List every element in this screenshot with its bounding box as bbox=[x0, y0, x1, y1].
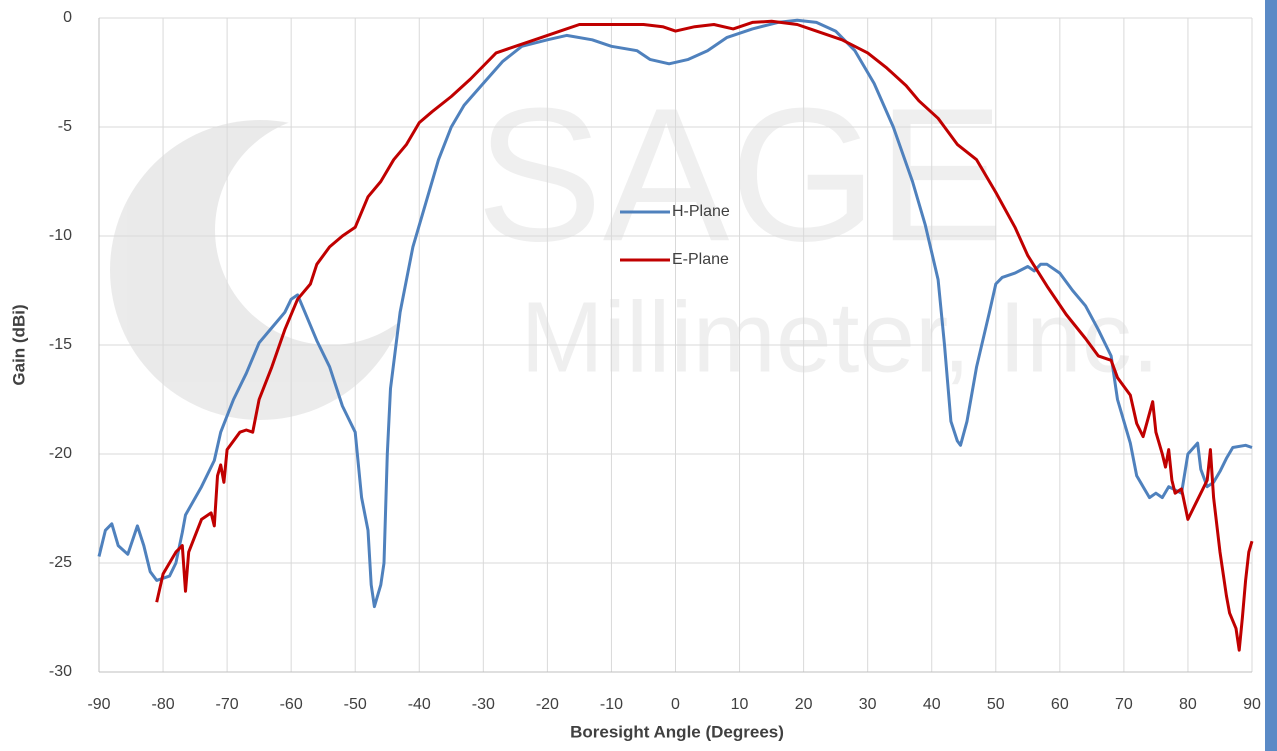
x-tick-label: -30 bbox=[472, 696, 495, 713]
x-tick-label: 10 bbox=[731, 696, 749, 713]
y-tick-label: -15 bbox=[49, 336, 72, 353]
x-tick-label: -10 bbox=[600, 696, 623, 713]
y-tick-label: -10 bbox=[49, 227, 72, 244]
x-tick-label: 50 bbox=[987, 696, 1005, 713]
legend-label: E-Plane bbox=[672, 251, 729, 268]
x-tick-label: 30 bbox=[859, 696, 877, 713]
x-tick-label: -70 bbox=[216, 696, 239, 713]
y-tick-label: -5 bbox=[58, 118, 72, 135]
x-tick-label: -20 bbox=[536, 696, 559, 713]
x-tick-label: 60 bbox=[1051, 696, 1069, 713]
x-tick-label: -50 bbox=[344, 696, 367, 713]
x-tick-label: 90 bbox=[1243, 696, 1261, 713]
line bbox=[155, 19, 1254, 652]
watermark: Millimeter, Inc. bbox=[520, 281, 1159, 393]
legend-label: H-Plane bbox=[672, 203, 730, 220]
x-tick-label: -60 bbox=[280, 696, 303, 713]
x-tick-label: -80 bbox=[151, 696, 174, 713]
x-tick-label: 80 bbox=[1179, 696, 1197, 713]
y-tick-label: -25 bbox=[49, 554, 72, 571]
y-tick-label: -20 bbox=[49, 445, 72, 462]
x-tick-label: -40 bbox=[408, 696, 431, 713]
line bbox=[97, 18, 1253, 609]
y-axis-title: Gain (dBi) bbox=[9, 304, 28, 385]
x-tick-label: 40 bbox=[923, 696, 941, 713]
x-tick-label: -90 bbox=[87, 696, 110, 713]
side-bar bbox=[1265, 0, 1277, 751]
x-tick-label: 20 bbox=[795, 696, 813, 713]
x-tick-label: 0 bbox=[671, 696, 680, 713]
y-tick-label: -30 bbox=[49, 663, 72, 680]
x-tick-label: 70 bbox=[1115, 696, 1133, 713]
y-tick-label: 0 bbox=[63, 9, 72, 26]
x-axis-title: Boresight Angle (Degrees) bbox=[570, 722, 784, 741]
